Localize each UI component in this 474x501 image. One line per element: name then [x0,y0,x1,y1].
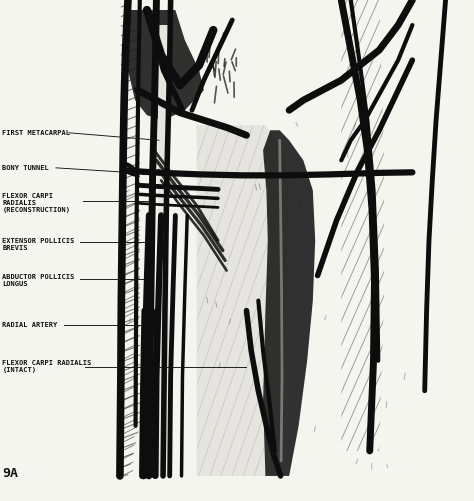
Text: 9A: 9A [2,467,18,480]
Text: FLEXOR CARPI
RADIALIS
(RECONSTRUCTION): FLEXOR CARPI RADIALIS (RECONSTRUCTION) [2,193,70,213]
Polygon shape [263,130,315,476]
Text: EXTENSOR POLLICIS
BREVIS: EXTENSOR POLLICIS BREVIS [2,238,74,251]
Text: BONY TUNNEL: BONY TUNNEL [2,165,49,171]
Polygon shape [197,125,289,476]
Text: FIRST METACARPAL: FIRST METACARPAL [2,130,70,136]
Polygon shape [126,10,204,120]
Text: FLEXOR CARPI RADIALIS
(INTACT): FLEXOR CARPI RADIALIS (INTACT) [2,360,91,373]
Polygon shape [158,25,169,476]
Text: RADIAL ARTERY: RADIAL ARTERY [2,322,58,328]
Text: ABDUCTOR POLLICIS
LONGUS: ABDUCTOR POLLICIS LONGUS [2,274,74,287]
